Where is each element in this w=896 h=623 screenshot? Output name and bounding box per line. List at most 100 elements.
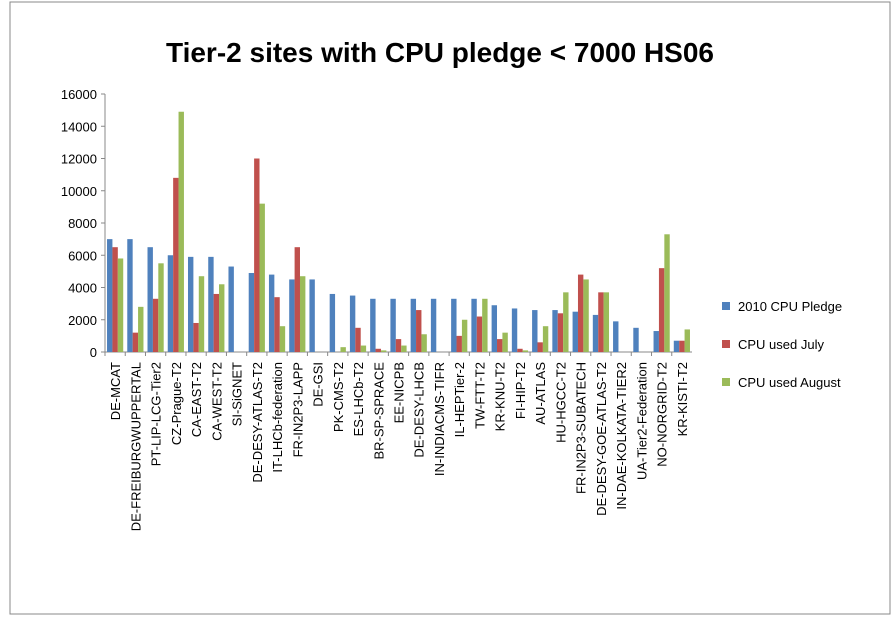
- x-tick-label: DE-DESY-LHCB: [412, 362, 427, 458]
- legend-label: CPU used August: [738, 375, 841, 390]
- bar: [537, 342, 543, 352]
- x-tick-label: SI-SiGNET: [230, 362, 245, 426]
- bar: [309, 279, 315, 352]
- x-tick-label: ES-LHCb-T2: [351, 362, 366, 436]
- bar: [532, 310, 538, 352]
- bar: [294, 247, 300, 352]
- bar: [187, 256, 194, 352]
- bar: [401, 345, 407, 352]
- bar: [456, 335, 462, 352]
- x-tick-label: IN-DAE-KOLKATA-TIER2: [614, 362, 629, 510]
- bar: [349, 295, 356, 352]
- bar: [598, 292, 604, 352]
- x-tick-label: BR-SP-SPRACE: [371, 362, 386, 460]
- x-tick-label: IT-LHCb-federation: [270, 362, 285, 473]
- x-tick-label: DE-DESY-GOE-ATLAS-T2: [594, 362, 609, 516]
- y-tick-label: 14000: [61, 119, 97, 134]
- bar: [390, 298, 396, 352]
- bar: [471, 298, 477, 352]
- bar: [679, 340, 685, 352]
- bar: [430, 298, 437, 352]
- bar: [289, 279, 295, 352]
- x-tick-label: IN-INDIACMS-TIFR: [432, 362, 447, 476]
- bar: [248, 272, 255, 352]
- legend-label: 2010 CPU Pledge: [738, 299, 842, 314]
- bar: [117, 258, 124, 352]
- bar: [511, 308, 518, 352]
- x-tick-label: CZ-Prague-T2: [169, 362, 184, 445]
- bar: [219, 284, 225, 352]
- bar: [633, 327, 639, 352]
- y-tick-label: 16000: [61, 87, 97, 102]
- bar: [497, 339, 503, 352]
- x-tick-label: KR-KNU-T2: [493, 362, 508, 431]
- x-tick-label: PK-CMS-T2: [331, 362, 346, 432]
- bar: [380, 350, 387, 352]
- x-tick-label: UA-Tier2-Federation: [634, 362, 649, 480]
- bar: [360, 345, 367, 352]
- x-tick-label: EE-NICPB: [392, 362, 407, 423]
- bar: [299, 276, 306, 352]
- x-tick-label: FR-IN2P3-SUBATECH: [574, 362, 589, 494]
- bar: [476, 316, 483, 352]
- bar: [173, 177, 179, 352]
- bar: [583, 279, 589, 352]
- bar: [557, 313, 564, 352]
- x-tick-label: KR-KISTI-T2: [675, 362, 690, 436]
- bar: [421, 334, 427, 352]
- x-tick-label: DE-MCAT: [108, 362, 123, 420]
- bar: [138, 306, 144, 352]
- bar: [653, 331, 659, 352]
- bar: [152, 298, 159, 352]
- bar: [268, 274, 275, 352]
- bar: [375, 348, 381, 352]
- bar: [673, 340, 680, 352]
- y-tick-label: 8000: [68, 216, 97, 231]
- bar: [208, 256, 214, 352]
- x-tick-label: AU-ATLAS: [533, 362, 548, 425]
- bar: [193, 322, 199, 352]
- bar: [127, 239, 133, 352]
- bar: [664, 234, 670, 352]
- y-tick-label: 10000: [61, 184, 97, 199]
- bar: [355, 327, 361, 352]
- bar: [552, 310, 558, 352]
- legend-swatch: [722, 378, 730, 386]
- x-tick-label: FR-IN2P3-LAPP: [290, 362, 305, 457]
- bar: [658, 268, 665, 352]
- bar: [132, 332, 139, 352]
- bar: [158, 263, 164, 352]
- bar: [147, 247, 153, 352]
- bar: [410, 298, 417, 352]
- bar: [491, 305, 498, 352]
- bar: [329, 293, 336, 352]
- bar: [563, 292, 569, 352]
- bar: [370, 298, 376, 352]
- bar: [502, 332, 508, 352]
- x-tick-label: DE-FREIBURGWUPPERTAL: [128, 362, 143, 531]
- legend-label: CPU used July: [738, 337, 824, 352]
- x-tick-label: NO-NORGRID-T2: [655, 362, 670, 467]
- bar: [603, 292, 610, 352]
- bar: [577, 274, 584, 352]
- legend-swatch: [722, 302, 730, 310]
- bar: [112, 247, 118, 352]
- legend-swatch: [722, 340, 730, 348]
- bar: [416, 310, 422, 352]
- bar: [198, 276, 205, 352]
- x-tick-label: TW-FTT-T2: [472, 362, 487, 429]
- x-tick-label: CA-WEST-T2: [209, 362, 224, 441]
- bar: [107, 239, 113, 352]
- y-tick-label: 12000: [61, 152, 97, 167]
- x-tick-label: CA-EAST-T2: [189, 362, 204, 437]
- x-tick-label: PT-LIP-LCG-Tier2: [149, 362, 164, 466]
- bar: [461, 319, 468, 352]
- bar: [395, 339, 402, 352]
- bar: [613, 321, 619, 352]
- y-tick-label: 0: [90, 345, 97, 360]
- x-tick-label: DE-DESY-ATLAS-T2: [250, 362, 265, 483]
- bar: [340, 347, 346, 352]
- x-tick-label: FI-HIP-T2: [513, 362, 528, 419]
- chart-title: Tier-2 sites with CPU pledge < 7000 HS06: [166, 37, 714, 68]
